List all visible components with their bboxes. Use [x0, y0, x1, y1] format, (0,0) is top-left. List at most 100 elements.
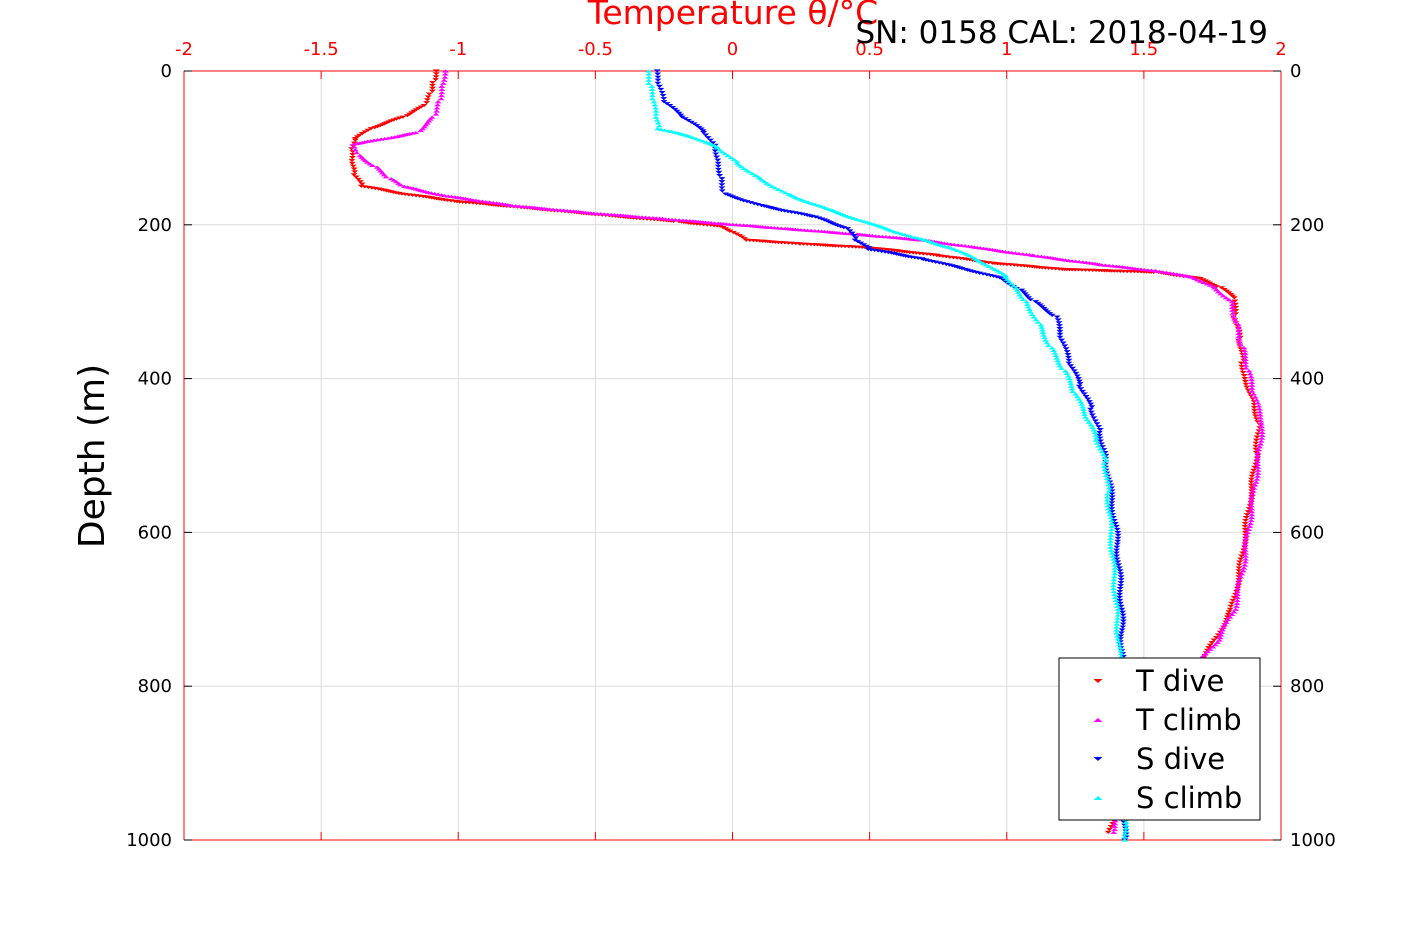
data-point [657, 127, 665, 131]
data-point [1232, 320, 1240, 324]
data-point [690, 122, 698, 126]
data-point [1114, 560, 1122, 564]
data-point [1042, 308, 1050, 312]
data-point [1236, 340, 1244, 344]
data-point [1219, 625, 1227, 629]
data-point [1082, 394, 1090, 399]
data-point [1233, 592, 1241, 597]
data-point [658, 90, 666, 95]
data-point [846, 229, 854, 233]
data-point [1101, 455, 1109, 459]
data-point [1090, 416, 1098, 420]
data-point [1235, 331, 1243, 335]
data-point [1241, 357, 1249, 361]
data-point [1088, 425, 1096, 429]
data-point [1229, 311, 1237, 315]
data-point [1226, 607, 1234, 611]
data-point [1025, 296, 1033, 300]
data-point [1022, 300, 1030, 304]
data-point [982, 263, 990, 267]
data-point [1024, 305, 1032, 309]
data-point [1114, 607, 1122, 611]
data-point [1209, 645, 1217, 649]
data-point [1048, 313, 1056, 317]
data-point [432, 69, 440, 73]
data-point [1252, 447, 1260, 451]
data-point [1241, 563, 1249, 567]
data-point [1248, 516, 1256, 520]
data-point [1119, 616, 1127, 620]
data-point [1073, 374, 1081, 378]
data-point [432, 78, 440, 82]
data-point [671, 107, 679, 112]
data-point [1111, 521, 1119, 526]
data-point [954, 248, 962, 253]
data-point [1122, 829, 1130, 833]
data-point [740, 166, 748, 170]
data-point [1087, 402, 1095, 406]
data-point [1230, 595, 1238, 600]
data-point [1111, 569, 1119, 573]
data-point [354, 177, 362, 182]
data-point [733, 159, 741, 163]
data-point [1065, 358, 1073, 362]
data-point [1251, 465, 1259, 469]
data-point [1108, 507, 1116, 511]
data-point [1117, 604, 1125, 608]
data-point [1232, 607, 1240, 611]
data-point [1256, 413, 1264, 417]
data-point [1252, 417, 1260, 421]
data-point [648, 97, 656, 101]
data-point [1103, 495, 1111, 499]
data-point [653, 118, 661, 122]
data-point [768, 184, 776, 188]
data-point [1110, 830, 1118, 834]
data-point [645, 75, 653, 79]
data-point [1233, 595, 1241, 600]
data-point [1081, 415, 1089, 419]
data-point [1241, 542, 1249, 546]
data-point [1247, 483, 1255, 487]
data-point [657, 87, 665, 92]
data-point [1010, 284, 1018, 288]
data-point [718, 183, 726, 187]
data-point [727, 155, 735, 160]
data-point [1240, 346, 1248, 350]
data-point [1113, 557, 1121, 561]
data-point [1247, 498, 1255, 502]
data-point [1232, 305, 1240, 310]
data-point [1234, 584, 1242, 588]
data-point [650, 100, 658, 104]
legend-label: T climb [1135, 703, 1242, 737]
data-point [1248, 510, 1256, 514]
data-point [1039, 330, 1047, 335]
data-point [1240, 373, 1248, 378]
data-point [740, 199, 748, 203]
x-tick-label: 2 [1275, 39, 1286, 60]
data-point [1241, 379, 1249, 384]
data-point [1228, 303, 1236, 307]
data-point [1119, 610, 1127, 614]
data-point [1057, 366, 1065, 370]
data-point [1102, 458, 1110, 462]
y-axis-title: Depth (m) [72, 364, 113, 548]
data-point [1070, 369, 1078, 373]
data-point [681, 117, 689, 121]
data-point [1115, 563, 1123, 567]
data-point [1114, 610, 1122, 614]
data-point [438, 84, 446, 88]
data-point [382, 175, 390, 179]
data-point [1239, 551, 1247, 555]
data-point [1119, 625, 1127, 629]
data-point [1237, 361, 1245, 365]
y-tick-label-left: 600 [138, 522, 172, 543]
data-point [1235, 572, 1243, 576]
data-point [675, 111, 683, 115]
data-point [1113, 601, 1121, 605]
data-point [1235, 578, 1243, 582]
data-point [1101, 470, 1109, 474]
data-point [1249, 471, 1257, 475]
data-point [1227, 292, 1235, 297]
data-point [1242, 536, 1250, 540]
data-point [373, 125, 381, 129]
